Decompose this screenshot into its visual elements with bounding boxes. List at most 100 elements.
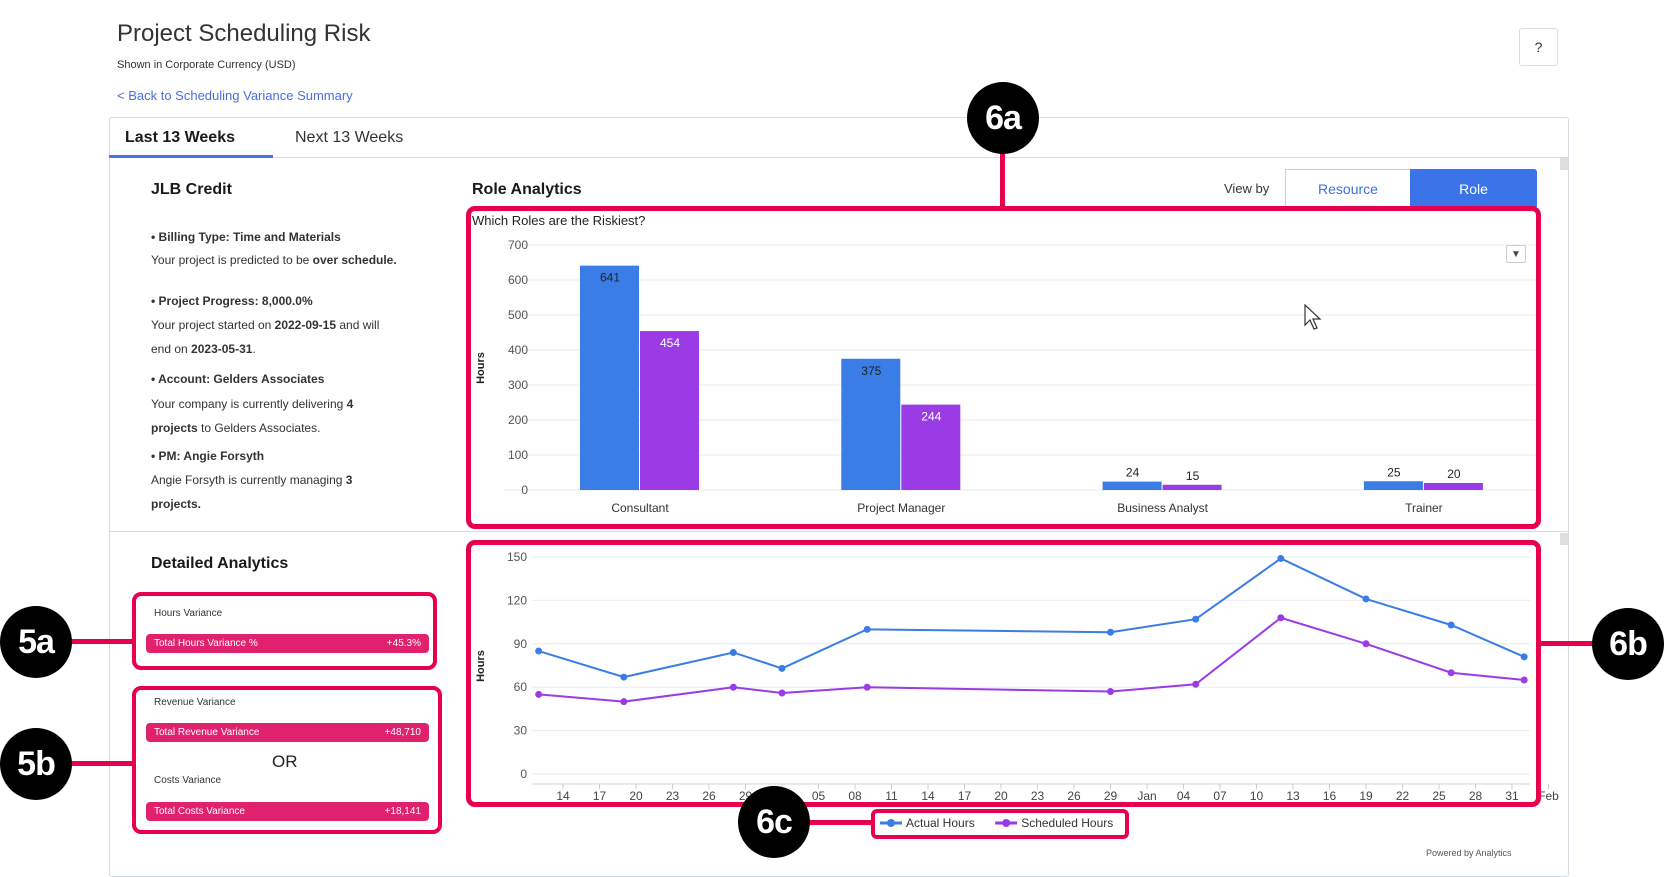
bar-label: Total Costs Variance	[154, 806, 245, 817]
bar-value-label: 641	[600, 271, 620, 285]
x-tick-label: 31	[1505, 789, 1519, 803]
pm-text-2: projects.	[151, 497, 201, 511]
x-category-label: Consultant	[611, 501, 669, 515]
data-point	[620, 673, 628, 681]
text: and will	[336, 318, 380, 332]
text: .	[252, 342, 256, 356]
x-tick-label: 14	[921, 789, 935, 803]
data-point	[729, 683, 737, 691]
bar-value-label: 454	[660, 336, 680, 350]
scrollbar[interactable]	[1560, 158, 1568, 170]
bar-value-label: 20	[1447, 467, 1461, 481]
scrollbar[interactable]	[1560, 533, 1568, 545]
x-tick-label: 14	[556, 789, 570, 803]
help-button[interactable]: ?	[1519, 28, 1558, 66]
billing-type: • Billing Type: Time and Materials	[151, 230, 341, 244]
y-tick-label: 120	[507, 593, 527, 607]
annotation-connector	[808, 820, 873, 825]
bar-value-label: 25	[1387, 465, 1401, 479]
legend-label: Scheduled Hours	[1021, 816, 1113, 830]
bar-value-label: 15	[1186, 469, 1200, 483]
bar	[901, 404, 961, 490]
page-title: Project Scheduling Risk	[117, 20, 371, 47]
x-tick-label: 08	[848, 789, 862, 803]
annotation-badge-5b: 5b	[0, 728, 72, 800]
data-point	[863, 625, 871, 633]
bar	[580, 265, 639, 490]
bar	[640, 331, 699, 490]
powered-by: Powered by Analytics	[1426, 848, 1512, 858]
project-dates-end: end on 2023-05-31.	[151, 342, 256, 356]
y-tick-label: 30	[514, 724, 528, 738]
tab-next-13-weeks[interactable]: Next 13 Weeks	[295, 129, 404, 146]
legend-marker	[887, 819, 895, 827]
x-category-label: Project Manager	[857, 501, 945, 515]
start-date: 2022-09-15	[274, 318, 337, 332]
bar-value: +48,710	[384, 727, 421, 738]
costs-variance-label: Costs Variance	[154, 775, 222, 786]
x-tick-label: 25	[1432, 789, 1446, 803]
x-tick-label: 23	[666, 789, 680, 803]
data-point	[1362, 640, 1370, 648]
data-point	[778, 664, 786, 672]
x-category-label: Trainer	[1405, 501, 1443, 515]
data-point	[1192, 680, 1200, 688]
bar	[1423, 483, 1483, 490]
account-text: Your company is currently delivering 4	[151, 397, 353, 411]
costs-variance-bar[interactable]: Total Costs Variance +18,141	[146, 802, 429, 821]
hours-variance-bar[interactable]: Total Hours Variance % +45.3%	[146, 634, 429, 653]
x-tick-label: 11	[885, 789, 898, 803]
project-dates: Your project started on 2022-09-15 and w…	[151, 318, 379, 332]
revenue-variance-bar[interactable]: Total Revenue Variance +48,710	[146, 723, 429, 742]
revenue-variance-label: Revenue Variance	[154, 697, 236, 708]
pm: • PM: Angie Forsyth	[151, 449, 265, 463]
x-tick-label: 29	[1104, 789, 1118, 803]
text: end on	[151, 342, 192, 356]
bar	[1162, 484, 1222, 490]
x-tick-label: 16	[1323, 789, 1337, 803]
text: over schedule.	[312, 253, 397, 267]
x-tick-label: 20	[994, 789, 1008, 803]
x-tick-label: 19	[1359, 789, 1373, 803]
x-tick-label: Jan	[1137, 789, 1156, 803]
section-divider	[109, 531, 1569, 532]
y-tick-label: 400	[508, 343, 528, 357]
x-tick-label: 13	[1286, 789, 1300, 803]
bar-value-label: 24	[1126, 466, 1140, 480]
y-tick-label: 700	[508, 238, 528, 252]
x-tick-label: 17	[593, 789, 607, 803]
annotation-box-6b	[466, 540, 1541, 807]
y-tick-label: 300	[508, 378, 528, 392]
annotation-box-6a	[466, 206, 1541, 529]
bar-label: Total Hours Variance %	[154, 638, 258, 649]
text: Angie Forsyth is currently managing	[151, 473, 346, 487]
bar-value-label: 375	[861, 364, 881, 378]
chart-menu-dropdown-icon[interactable]: ▼	[1506, 245, 1526, 263]
view-by-label: View by	[1224, 181, 1270, 196]
annotation-box-5b	[132, 686, 442, 834]
back-link[interactable]: < Back to Scheduling Variance Summary	[117, 88, 353, 103]
x-tick-label: 17	[958, 789, 972, 803]
data-point	[729, 648, 737, 656]
data-point	[1192, 615, 1200, 623]
bar-value: +18,141	[384, 806, 421, 817]
data-point	[1277, 614, 1285, 622]
data-point	[1520, 676, 1528, 684]
tab-last-13-weeks[interactable]: Last 13 Weeks	[125, 129, 235, 146]
bar-label: Total Revenue Variance	[154, 727, 260, 738]
text: to Gelders Associates.	[197, 421, 321, 435]
view-by-role-button[interactable]: Role	[1410, 169, 1537, 209]
y-tick-label: 500	[508, 308, 528, 322]
annotation-badge-6b: 6b	[1592, 608, 1664, 680]
legend-label: Actual Hours	[906, 816, 975, 830]
y-axis-label: Hours	[475, 650, 487, 682]
hours-variance-label: Hours Variance	[154, 608, 223, 619]
x-tick-label: 28	[1469, 789, 1483, 803]
detailed-analytics-title: Detailed Analytics	[151, 555, 289, 572]
x-tick-label: 26	[1067, 789, 1081, 803]
data-point	[1107, 688, 1114, 696]
or-label: OR	[272, 752, 298, 771]
x-tick-label: 04	[1177, 789, 1191, 803]
annotation-connector	[1000, 150, 1005, 208]
annotation-connector	[70, 761, 134, 766]
